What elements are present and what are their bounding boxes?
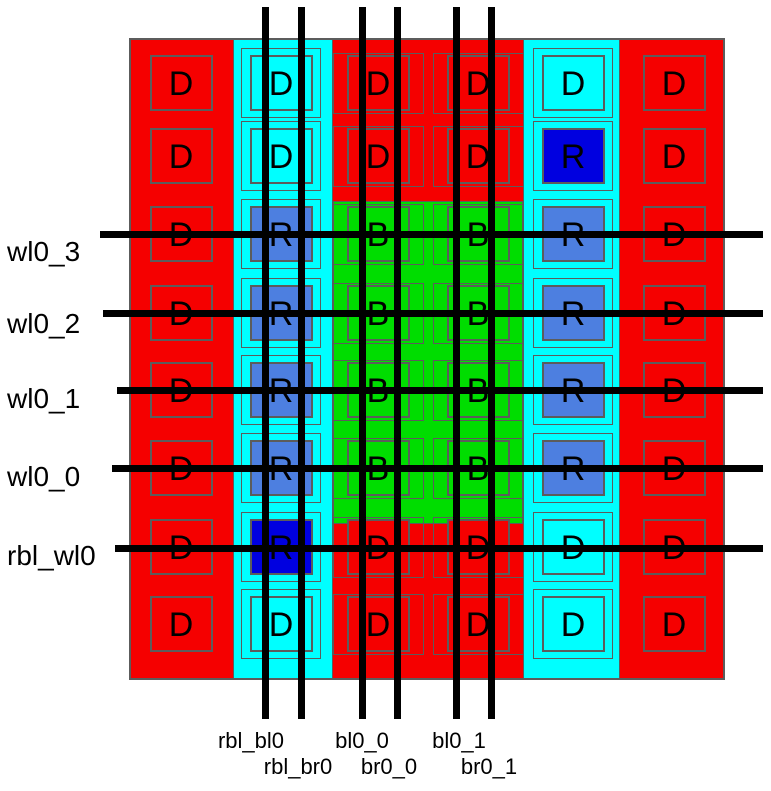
wordline-label-rbl_wl0: rbl_wl0 [7,540,96,571]
bitline-label-br0_0: br0_0 [360,754,418,779]
cell-bbox [432,125,524,187]
cell-letter: D [268,606,294,644]
bitline-label-br0_1: br0_1 [460,754,518,779]
cell-bbox [241,589,321,659]
cell-letter: D [465,65,491,103]
cell-dummy-red: D [642,128,706,184]
bitline-label-bl0_0: bl0_0 [335,728,389,753]
cell-letter: D [168,606,194,644]
cell-letter: D [661,606,687,644]
cell-letter: D [465,606,491,644]
wordline-wl0_0 [112,465,763,472]
bitline-rbl_br0 [298,7,305,719]
bitline-br0_1 [488,7,495,719]
wordline-label-wl0_2: wl0_2 [7,308,81,339]
bitline-bl0_1 [453,7,460,719]
cell-bbox [241,48,321,118]
cell-replica-dark: R [541,128,605,184]
cell-letter: D [268,65,294,103]
cell-letter: D [268,138,294,176]
cell-bbox [533,121,613,191]
bitline-label-rbl_br0: rbl_br0 [263,754,333,779]
cell-bbox [241,121,321,191]
bitcell-array: DDDDDDDDDDRDDRBBRDDRBBRDDRBBRDDRBBRDDRDD… [129,38,725,680]
cell-letter: D [168,138,194,176]
wordline-rbl_wl0 [115,545,763,552]
cell-dummy-red: D [149,596,213,652]
wordline-label-wl0_1: wl0_1 [7,383,81,414]
bitline-label-bl0_1: bl0_1 [432,728,486,753]
bitline-rbl_bl0 [262,7,269,719]
cell-letter: D [661,138,687,176]
cell-letter: R [560,138,586,176]
cell-bbox [432,52,524,114]
cell-bbox [533,589,613,659]
wordline-wl0_2 [103,310,763,317]
cell-bbox [533,48,613,118]
cell-letter: D [365,138,391,176]
bitline-br0_0 [394,7,401,719]
cell-letter: D [661,65,687,103]
cell-letter: D [560,65,586,103]
cell-dummy-red: D [642,55,706,111]
bitline-label-rbl_bl0: rbl_bl0 [217,728,285,753]
wordline-wl0_1 [117,387,763,394]
wordline-label-wl0_0: wl0_0 [7,461,81,492]
cell-bbox [332,52,424,114]
cell-letter: D [560,606,586,644]
wordline-wl0_3 [100,231,763,238]
cell-bbox [332,125,424,187]
cell-dummy-cyan: D [541,596,605,652]
cell-bbox [332,593,424,655]
wordline-label-wl0_3: wl0_3 [7,236,81,267]
cell-letter: D [168,65,194,103]
bitline-bl0_0 [359,7,366,719]
cell-dummy-red: D [642,596,706,652]
cell-letter: D [465,138,491,176]
cell-letter: D [365,65,391,103]
cell-letter: D [365,606,391,644]
cell-dummy-red: D [149,128,213,184]
cell-dummy-cyan: D [541,55,605,111]
cell-dummy-red: D [149,55,213,111]
cell-bbox [432,593,524,655]
